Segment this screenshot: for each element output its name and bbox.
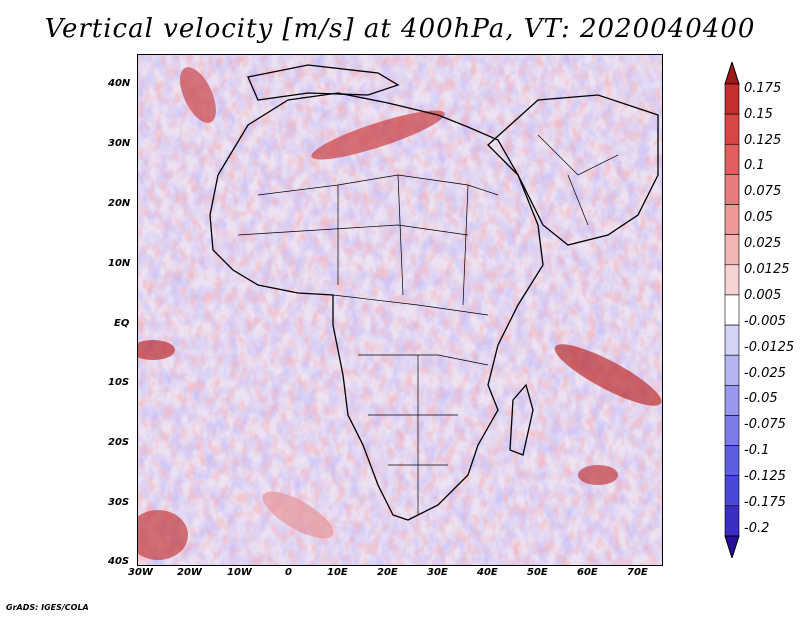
colorbar-swatch [724, 234, 740, 266]
colorbar-swatch [724, 264, 740, 296]
colorbar-swatch [724, 324, 740, 356]
colorbar-swatch [724, 505, 740, 537]
colorbar-label: -0.075 [744, 417, 786, 432]
upward-motion-pattern [138, 55, 662, 565]
colorbar-label: 0.005 [744, 288, 782, 303]
colorbar-swatch [724, 415, 740, 446]
coastlines [209, 64, 659, 521]
colorbar-swatch [724, 174, 740, 205]
lon-tick-label: 20E [377, 567, 398, 578]
colorbar-label: 0.075 [744, 184, 782, 199]
colorbar-swatch [724, 294, 740, 326]
lat-tick-label: 40S [108, 556, 130, 567]
updraft-regions [138, 67, 662, 560]
lon-tick-label: 50E [527, 567, 548, 578]
colorbar-label: 0.05 [744, 210, 773, 225]
velocity-field [138, 55, 662, 565]
lat-tick-label: 20N [108, 198, 131, 209]
lat-tick-label: 30N [108, 138, 131, 149]
colorbar-swatch [724, 113, 740, 145]
colorbar-label: 0.0125 [744, 262, 790, 277]
colorbar-label: -0.2 [744, 521, 770, 536]
colorbar-label: -0.005 [744, 314, 786, 329]
lat-tick-label: 10N [108, 258, 131, 269]
country-borders [237, 134, 619, 515]
colorbar-label: -0.1 [744, 443, 770, 458]
colorbar-swatch [724, 445, 740, 477]
lon-tick-label: 30E [427, 567, 448, 578]
lat-tick-label: 30S [108, 497, 130, 508]
lon-tick-label: 10E [327, 567, 348, 578]
colorbar-label: 0.1 [744, 158, 765, 173]
colorbar-swatch [724, 354, 740, 386]
lat-tick-label: 40N [108, 78, 131, 89]
lat-tick-label: 20S [108, 437, 130, 448]
lon-tick-label: 70E [627, 567, 648, 578]
lon-tick-label: 40E [477, 567, 498, 578]
lon-tick-label: 30W [128, 567, 153, 578]
colorbar-bottom-triangle [724, 535, 740, 558]
colorbar-label: -0.0125 [744, 340, 795, 355]
map-title: Vertical velocity [m/s] at 400hPa, VT: 2… [44, 14, 756, 44]
lon-tick-label: 0 [285, 567, 292, 578]
lat-tick-label: 10S [108, 377, 130, 388]
colorbar-top-triangle [724, 62, 740, 85]
colorbar-swatch [724, 83, 740, 115]
colorbar-label: -0.025 [744, 366, 786, 381]
colorbar-swatch [724, 204, 740, 235]
lat-tick-label: EQ [114, 318, 130, 329]
footer-credit: GrADS: IGES/COLA [6, 603, 89, 612]
vertical-velocity-map [137, 54, 663, 566]
lon-tick-label: 20W [177, 567, 202, 578]
colorbar-label: -0.05 [744, 391, 778, 406]
colorbar-label: 0.125 [744, 133, 782, 148]
colorbar-swatch [724, 143, 740, 175]
colorbar-label: 0.175 [744, 81, 782, 96]
colorbar [724, 62, 740, 558]
colorbar-label: -0.125 [744, 469, 786, 484]
colorbar-swatch [724, 475, 740, 507]
colorbar-label: 0.15 [744, 107, 773, 122]
colorbar-label: 0.025 [744, 236, 782, 251]
lon-tick-label: 10W [227, 567, 252, 578]
lon-tick-label: 60E [577, 567, 598, 578]
colorbar-label: -0.175 [744, 495, 786, 510]
colorbar-swatch [724, 385, 740, 416]
